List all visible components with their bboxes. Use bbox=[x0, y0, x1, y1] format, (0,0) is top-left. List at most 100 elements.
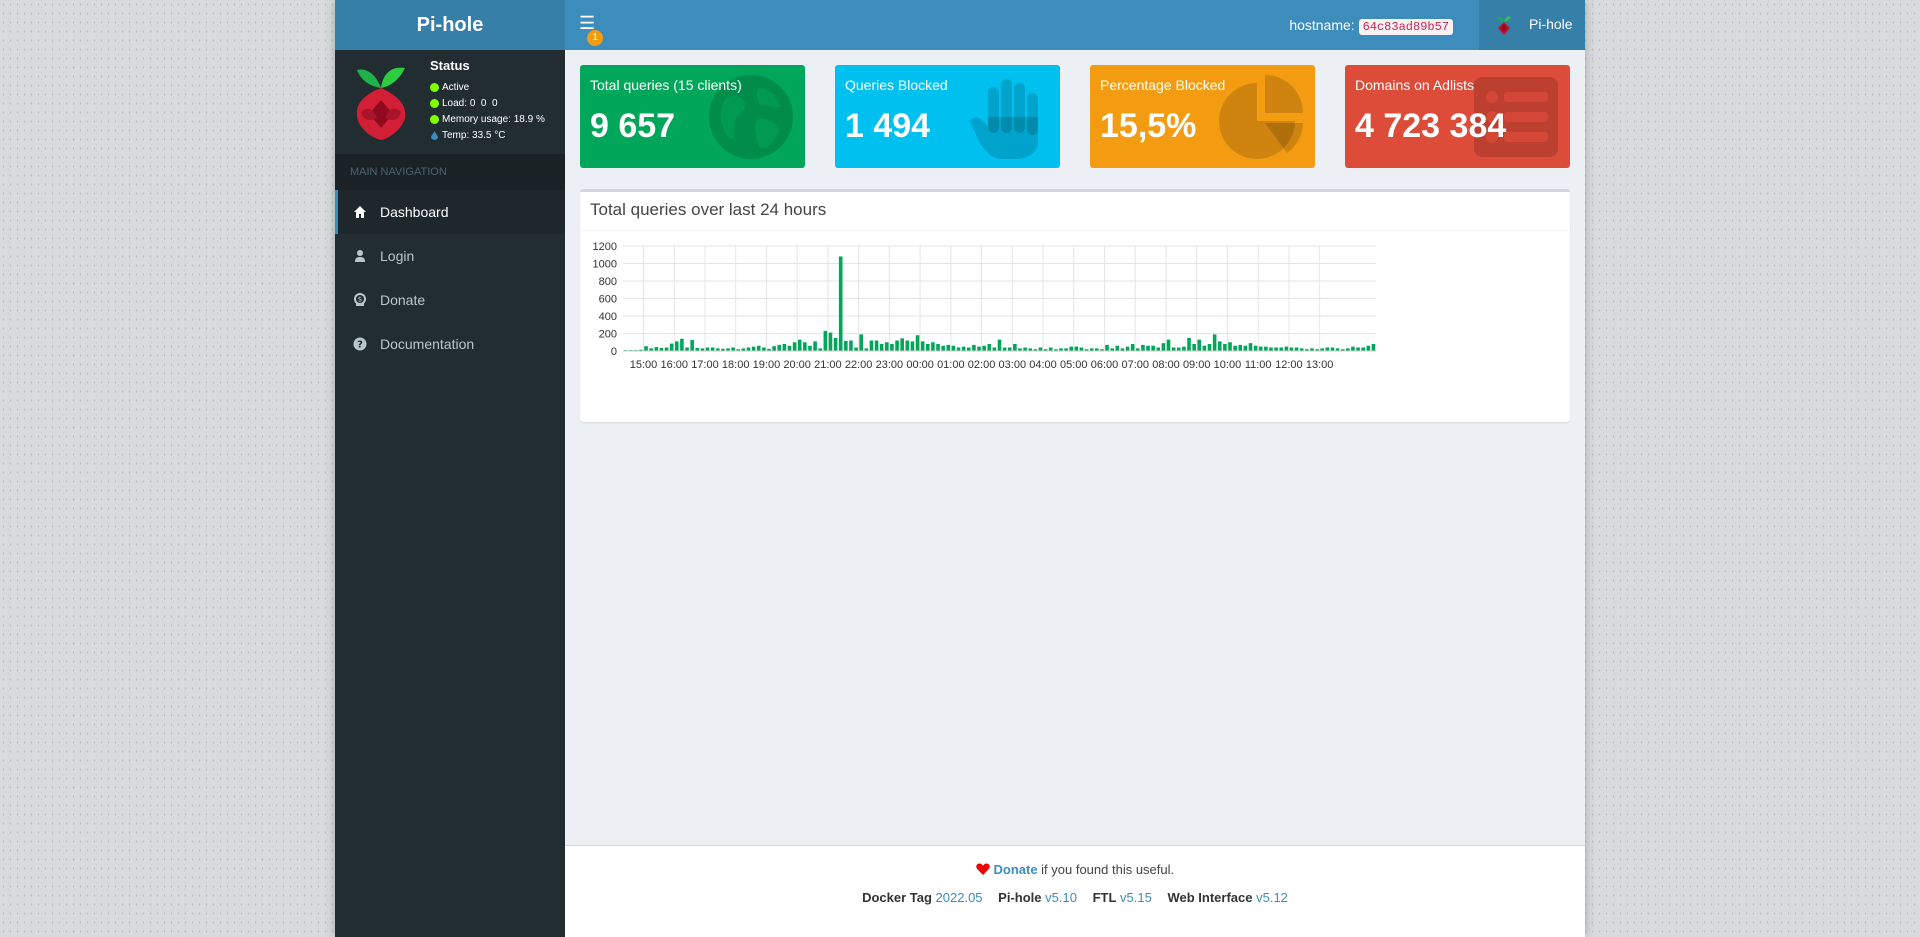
chart-bar bbox=[1258, 346, 1263, 351]
status-info: Status Active Load: 0 0 0 Memory usage: … bbox=[430, 58, 545, 143]
queries-over-time-chart[interactable]: 0 200 400 600 800 1000 1200 15:00 16:00 17:00 18:0… bbox=[580, 231, 1570, 421]
docker-tag-link[interactable]: 2022.05 bbox=[935, 890, 983, 905]
load-indicator-icon bbox=[430, 98, 439, 108]
chart-bar bbox=[818, 348, 823, 351]
user-icon bbox=[355, 250, 365, 262]
sidebar-toggle-button[interactable]: ☰ 1 bbox=[579, 14, 603, 46]
chart-bar bbox=[997, 339, 1002, 351]
chart-bar bbox=[1351, 346, 1355, 351]
pihole-version-link[interactable]: v5.10 bbox=[1045, 890, 1077, 905]
sidebar-item-documentation[interactable]: ? Documentation bbox=[335, 322, 565, 366]
chart-bar bbox=[1110, 348, 1114, 351]
docker-tag: Docker Tag 2022.05 bbox=[862, 890, 982, 905]
ftl-version-link[interactable]: v5.15 bbox=[1120, 890, 1152, 905]
x-tick-label: 04:00 bbox=[1029, 359, 1057, 371]
x-tick-label: 00:00 bbox=[906, 359, 934, 371]
chart-bar bbox=[746, 347, 751, 351]
donate-link[interactable]: Donate bbox=[993, 862, 1038, 877]
chart-bar bbox=[1310, 348, 1314, 351]
ftl-version: FTL v5.15 bbox=[1093, 890, 1152, 905]
chart-bar bbox=[1125, 346, 1130, 351]
chart-bar bbox=[674, 341, 679, 351]
status-title: Status bbox=[430, 58, 470, 73]
chart-bar bbox=[792, 342, 797, 351]
chart-bar bbox=[803, 342, 807, 351]
sidebar-item-donate[interactable]: $ Donate bbox=[335, 278, 565, 322]
stat-value: 15,5% bbox=[1100, 107, 1197, 145]
chart-bar bbox=[1238, 344, 1243, 351]
x-tick-label: 16:00 bbox=[660, 359, 688, 371]
x-tick-label: 22:00 bbox=[845, 359, 873, 371]
x-tick-label: 03:00 bbox=[999, 359, 1027, 371]
chart-bar bbox=[1166, 339, 1171, 351]
chart-bar bbox=[669, 343, 674, 351]
y-tick-label: 0 bbox=[611, 346, 617, 358]
web-interface-version-link[interactable]: v5.12 bbox=[1256, 890, 1288, 905]
chart-bar bbox=[1130, 344, 1135, 351]
pihole-version: Pi-hole v5.10 bbox=[998, 890, 1077, 905]
active-indicator-icon bbox=[430, 82, 439, 92]
chart-bar bbox=[731, 347, 735, 351]
user-menu[interactable]: Pi-hole bbox=[1479, 0, 1585, 50]
chart-bar bbox=[1059, 348, 1063, 351]
sidebar-item-label: Donate bbox=[380, 292, 426, 308]
chart-bar bbox=[864, 348, 869, 351]
chart-bar bbox=[838, 256, 843, 351]
app-window: Pi-hole ☰ 1 hostname: 64c83ad89b57 Pi-ho… bbox=[335, 0, 1585, 937]
chart-bar bbox=[1100, 349, 1104, 351]
chart-bar bbox=[987, 344, 992, 351]
chart-bar bbox=[1120, 348, 1125, 351]
sidebar: Status Active Load: 0 0 0 Memory usage: … bbox=[335, 50, 565, 937]
chart-bar bbox=[1299, 348, 1304, 351]
chart-bar bbox=[1033, 349, 1038, 351]
question-circle-icon: ? bbox=[353, 337, 367, 351]
stat-box-percentage-blocked[interactable]: Percentage Blocked 15,5% bbox=[1090, 65, 1315, 168]
load-label: Load: bbox=[442, 97, 468, 109]
chart-bar bbox=[849, 340, 853, 351]
chart-bar bbox=[690, 340, 694, 351]
web-interface-version-label: Web Interface bbox=[1167, 890, 1253, 905]
x-tick-label: 17:00 bbox=[691, 359, 719, 371]
pihole-logo-icon bbox=[1497, 16, 1511, 35]
chart-bar bbox=[966, 347, 971, 351]
chart-bar bbox=[931, 342, 935, 351]
chart-bar bbox=[1305, 349, 1309, 351]
stat-value: 4 723 384 bbox=[1355, 107, 1507, 145]
x-tick-label: 19:00 bbox=[753, 359, 781, 371]
chart-bar bbox=[1161, 343, 1166, 351]
chart-bar bbox=[1171, 347, 1176, 351]
chart-bar bbox=[1279, 347, 1284, 351]
donate-text: if you found this useful. bbox=[1037, 862, 1175, 877]
chart-bar bbox=[1340, 349, 1345, 351]
hostname-value: 64c83ad89b57 bbox=[1358, 19, 1453, 35]
stat-box-queries-blocked[interactable]: Queries Blocked 1 494 bbox=[835, 65, 1060, 168]
chart-bar bbox=[639, 349, 643, 351]
chart-bar bbox=[1294, 347, 1299, 351]
chart-bar bbox=[1028, 348, 1033, 351]
chart-bar bbox=[961, 346, 966, 351]
chart-bar bbox=[977, 346, 981, 351]
docker-tag-label: Docker Tag bbox=[862, 890, 932, 905]
chart-bar bbox=[936, 344, 940, 351]
stat-box-domains-on-adlists[interactable]: Domains on Adlists 4 723 384 bbox=[1345, 65, 1570, 168]
x-tick-label: 09:00 bbox=[1183, 359, 1211, 371]
chart-bar bbox=[1084, 349, 1089, 351]
chart-bar bbox=[1038, 347, 1043, 351]
chart-bar bbox=[710, 347, 715, 351]
stat-box-total-queries[interactable]: Total queries (15 clients) 9 657 bbox=[580, 65, 805, 168]
chart-bar bbox=[659, 347, 664, 351]
globe-icon bbox=[709, 75, 793, 159]
chart-bar bbox=[1176, 347, 1181, 351]
chart-bar bbox=[869, 340, 874, 351]
chart-bar bbox=[664, 347, 669, 351]
chart-bar bbox=[705, 347, 710, 351]
temp-value: 33.5 °C bbox=[472, 129, 506, 141]
brand-logo[interactable]: Pi-hole bbox=[335, 0, 565, 50]
hand-icon bbox=[970, 79, 1038, 159]
sidebar-item-login[interactable]: Login bbox=[335, 234, 565, 278]
sidebar-item-dashboard[interactable]: Dashboard bbox=[335, 190, 565, 234]
chart-bar bbox=[1013, 344, 1017, 351]
chart-bar bbox=[946, 344, 951, 351]
chart-bar bbox=[762, 347, 766, 351]
chart-bar bbox=[1151, 345, 1155, 351]
